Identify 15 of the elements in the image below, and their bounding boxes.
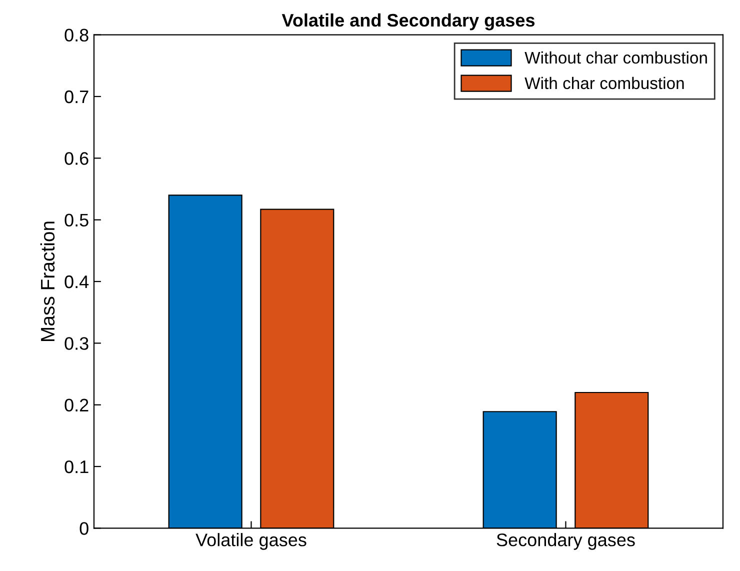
- y-tick-label: 0.3: [64, 337, 88, 350]
- chart-title: Volatile and Secondary gases: [282, 13, 535, 30]
- y-tick-label: 0.6: [64, 152, 88, 165]
- legend-label: With char combustion: [524, 76, 684, 90]
- y-tick-label: 0: [80, 522, 88, 535]
- y-tick-label: 0.1: [64, 460, 88, 474]
- y-tick-label: 0.7: [64, 90, 88, 104]
- y-tick-label: 0.5: [64, 214, 88, 227]
- x-tick-label: Volatile gases: [196, 533, 306, 550]
- y-tick-label: 0.2: [64, 398, 88, 412]
- y-axis-title: Mass Fraction: [40, 222, 55, 341]
- x-tick-label: Secondary gases: [496, 533, 635, 550]
- legend-label: Without char combustion: [524, 51, 707, 64]
- y-tick-label: 0.8: [64, 28, 88, 42]
- y-tick-label: 0.4: [64, 275, 89, 288]
